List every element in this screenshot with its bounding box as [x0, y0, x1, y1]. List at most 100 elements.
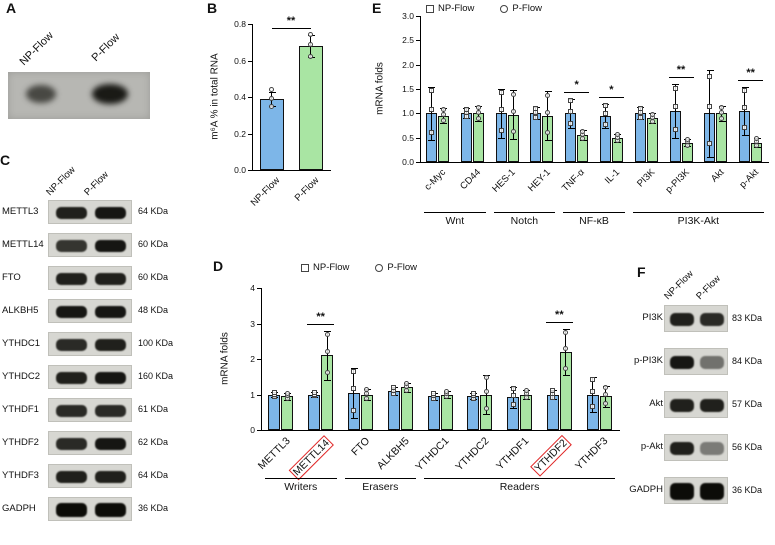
- protein-band: [670, 355, 694, 370]
- group-label: Erasers: [362, 481, 399, 493]
- protein-label: p-Akt: [640, 441, 663, 452]
- significance-line: [598, 96, 624, 98]
- error-bar: [709, 69, 711, 158]
- y-tick-label: 3: [250, 318, 255, 329]
- protein-band: [670, 312, 694, 327]
- protein-band: [55, 372, 87, 384]
- protein-band: [700, 441, 724, 456]
- data-point: [563, 365, 569, 371]
- category-label: ALKBH5: [374, 435, 412, 472]
- protein-label: YTHDF3: [2, 469, 39, 481]
- group-label: Notch: [510, 215, 539, 227]
- kda-label: 64 KDa: [138, 206, 169, 216]
- np-flow-square-marker-icon: [301, 263, 309, 272]
- protein-band: [670, 483, 694, 500]
- group-label: Wnt: [445, 215, 465, 227]
- data-point: [444, 388, 449, 394]
- y-tick-label: 0.2: [234, 128, 246, 139]
- protein-label: GADPH: [629, 484, 663, 495]
- protein-label: YTHDC1: [2, 337, 41, 349]
- data-point: [590, 389, 596, 395]
- protein-band: [95, 339, 127, 351]
- y-tick: [248, 97, 252, 98]
- panel-c-label: C: [0, 152, 11, 168]
- kda-label: 62 KDa: [138, 437, 169, 447]
- blot-image: [48, 266, 132, 290]
- error-cap: [741, 135, 749, 137]
- group-label: Writers: [284, 481, 318, 493]
- category-label: CD44: [458, 167, 483, 192]
- kda-label: 61 KDa: [138, 404, 169, 414]
- significance-line: [307, 323, 335, 325]
- y-tick-label: 2: [250, 354, 255, 364]
- kda-label: 84 KDa: [732, 355, 763, 366]
- category-label: p-PI3K: [663, 167, 692, 196]
- error-bar: [565, 328, 567, 375]
- category-label: YTHDF3: [573, 435, 611, 473]
- protein-band: [95, 438, 127, 450]
- error-cap: [718, 120, 726, 122]
- y-tick-label: 2.5: [402, 35, 414, 46]
- category-label: P-Flow: [292, 175, 322, 204]
- lane-p-flow-text: P-Flow: [89, 31, 123, 64]
- error-cap: [510, 139, 517, 141]
- category-label: p-Akt: [737, 167, 762, 191]
- data-point: [719, 109, 725, 115]
- data-point: [510, 91, 516, 97]
- panel-e: E NP-Flow P-Flow mRNA folds 0.0 0.5 1.0 1.5…: [368, 0, 775, 252]
- data-point: [483, 405, 489, 411]
- data-point: [498, 127, 504, 133]
- error-cap: [510, 407, 518, 409]
- data-point: [568, 108, 574, 114]
- protein-band: [95, 502, 127, 518]
- error-cap: [510, 90, 517, 92]
- error-bar: [485, 374, 487, 415]
- error-bar: [430, 86, 432, 141]
- error-cap: [324, 380, 332, 382]
- m6a-genes-mrna-folds-chart: 0 1 2 3 4 METTL3 METTL14 FTO ALKBH5 YTHDC1 YTHDC2 Y…: [213, 256, 638, 545]
- data-point: [614, 131, 620, 137]
- data-point: [510, 402, 516, 408]
- bar-ALKBH5: [387, 390, 400, 430]
- protein-band: [95, 207, 127, 219]
- bar-CD44: [460, 113, 472, 162]
- legend: NP-Flow P-Flow: [426, 3, 542, 14]
- x-axis: [252, 170, 331, 171]
- protein-band: [700, 355, 724, 370]
- data-point: [563, 345, 569, 351]
- protein-label: YTHDF1: [2, 403, 39, 415]
- p-flow-dot: [92, 84, 128, 104]
- significance-line: [738, 79, 764, 81]
- data-point: [742, 104, 748, 110]
- protein-label: p-PI3K: [633, 355, 663, 366]
- data-point: [351, 386, 357, 392]
- significance-line: [545, 321, 573, 323]
- kda-label: 83 KDa: [732, 312, 763, 323]
- data-point: [637, 114, 643, 120]
- y-tick-label: 0: [250, 425, 255, 435]
- blot-image: [48, 431, 132, 455]
- protein-band: [700, 483, 724, 500]
- error-bar: [547, 91, 549, 141]
- data-point: [590, 376, 596, 382]
- panel-a: A NP-Flow P-Flow: [0, 0, 200, 148]
- error-cap: [544, 91, 552, 93]
- y-axis: [252, 24, 253, 170]
- protein-band: [55, 207, 87, 219]
- data-point: [483, 389, 489, 395]
- data-point: [483, 375, 489, 381]
- data-point: [707, 141, 713, 147]
- blot-image: [48, 299, 132, 323]
- protein-label: YTHDC2: [2, 370, 41, 382]
- kda-label: 60 KDa: [138, 272, 169, 282]
- y-tick: [416, 137, 420, 139]
- error-bar: [592, 376, 594, 413]
- bar-ALKBH5: [400, 387, 413, 430]
- category-label: c-Myc: [422, 167, 449, 193]
- panel-f: F NP-Flow P-Flow PI3K 83 KDa p-PI3K 84 KDa A…: [629, 258, 775, 545]
- bar-METTL3: [281, 396, 294, 430]
- panel-b-label: B: [207, 0, 218, 16]
- protein-band: [700, 312, 724, 327]
- data-point: [269, 103, 274, 109]
